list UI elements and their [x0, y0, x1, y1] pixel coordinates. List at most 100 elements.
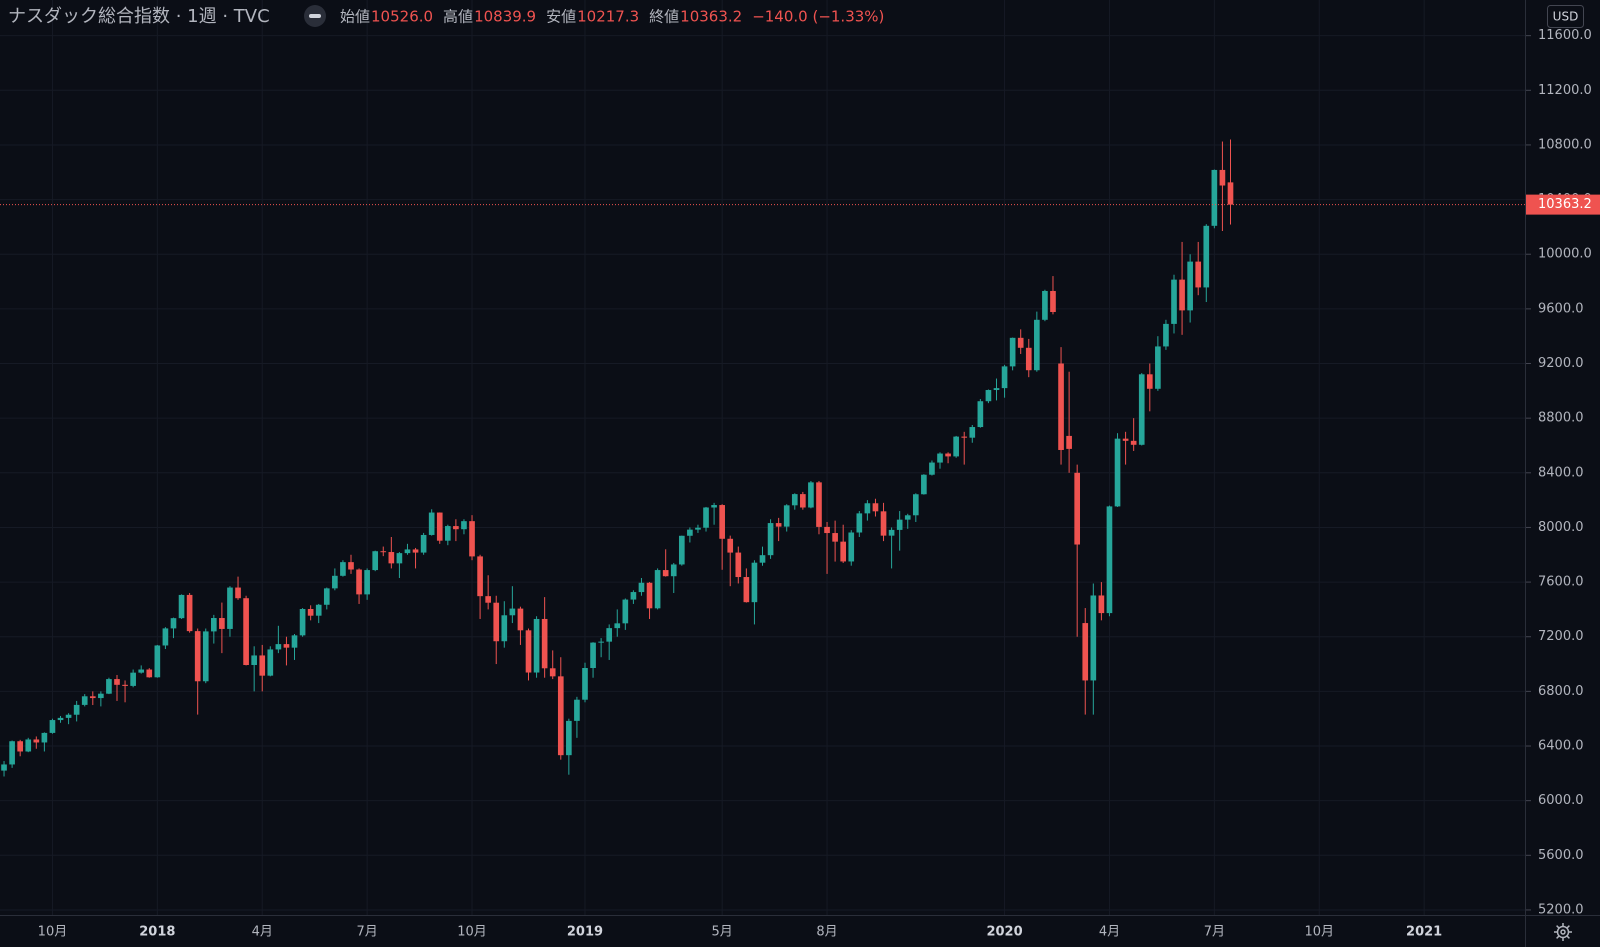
candle-body: [1066, 435, 1072, 449]
candle-body: [1, 764, 7, 771]
x-tick-label: 4月: [1099, 925, 1120, 940]
candle-body: [582, 668, 588, 700]
candle-body: [614, 623, 621, 629]
candle-body: [17, 741, 23, 752]
candle-body: [977, 401, 984, 428]
candle-body: [315, 604, 322, 616]
legend-label: 終値: [649, 8, 679, 26]
candle-body: [912, 494, 919, 516]
candle-body: [711, 505, 717, 508]
y-tick-label: 6400.0: [1538, 739, 1584, 754]
candle-body: [275, 644, 282, 650]
candle-body: [1211, 169, 1218, 226]
candle-body: [307, 608, 314, 616]
candle-body: [703, 507, 709, 528]
x-tick-label: 2018: [139, 925, 175, 940]
y-tick-label: 11600.0: [1538, 28, 1592, 43]
candle-body: [517, 608, 524, 631]
candle-body: [1203, 225, 1210, 288]
x-tick-label: 10月: [38, 925, 68, 940]
settings-icon[interactable]: [1560, 929, 1566, 935]
candle-body: [194, 631, 201, 682]
candle-body: [1001, 366, 1008, 389]
x-tick-label: 10月: [457, 925, 487, 940]
legend-change: −140.0 (−1.33%): [752, 8, 884, 26]
candle-body: [800, 494, 806, 508]
candle-body: [678, 535, 685, 565]
candle-body: [477, 556, 483, 597]
candle-body: [880, 511, 887, 536]
candle-body: [1130, 440, 1137, 445]
y-tick-label: 10000.0: [1538, 247, 1592, 262]
currency-frame[interactable]: [1547, 5, 1584, 28]
candle-body: [356, 569, 362, 595]
y-tick-label: 6000.0: [1538, 793, 1584, 808]
candle-body: [1227, 182, 1234, 205]
y-tick-label: 9200.0: [1538, 356, 1584, 371]
candle-body: [138, 669, 145, 673]
candle-body: [969, 427, 976, 438]
candle-body: [953, 436, 959, 457]
legend-value: 10363.2: [680, 8, 742, 26]
y-tick-label: 8400.0: [1538, 465, 1584, 480]
x-tick-label: 7月: [356, 925, 377, 940]
y-tick-label: 8800.0: [1538, 411, 1584, 426]
candle-body: [816, 482, 822, 527]
candle-body: [525, 630, 532, 673]
candle-body: [566, 720, 572, 756]
candle-body: [1114, 438, 1121, 507]
candle-body: [735, 552, 742, 578]
currency-box[interactable]: USD: [1547, 5, 1584, 28]
candle-body: [687, 529, 693, 536]
candle-body: [9, 741, 15, 765]
candle-body: [590, 642, 596, 669]
candle-body: [670, 564, 677, 577]
y-tick-label: 5600.0: [1538, 848, 1584, 863]
candle-body: [840, 541, 847, 562]
x-tick-label: 7月: [1204, 925, 1225, 940]
candle-body: [1122, 438, 1129, 441]
settings-icon[interactable]: [1556, 925, 1570, 939]
candle-body: [364, 570, 370, 595]
candle-body: [622, 599, 629, 624]
candle-body: [65, 714, 72, 718]
candle-body: [509, 608, 516, 616]
y-tick-label: 11200.0: [1538, 83, 1592, 98]
candle-body: [219, 618, 225, 629]
candle-body: [574, 699, 580, 721]
candle-body: [501, 615, 508, 642]
settings-icon[interactable]: [1554, 923, 1572, 941]
hide-button[interactable]: [304, 5, 326, 27]
candle-body: [372, 551, 379, 571]
candle-body: [461, 521, 467, 530]
candle-body: [808, 482, 814, 508]
settings-button[interactable]: [1554, 923, 1572, 941]
legend-value: 10526.0: [371, 8, 433, 26]
candle-body: [856, 513, 863, 533]
candle-body: [114, 679, 120, 685]
candle-body: [130, 672, 136, 686]
candle-body: [493, 602, 500, 642]
candle-body: [251, 655, 257, 666]
candle-body: [864, 503, 871, 514]
currency[interactable]: USD: [1553, 10, 1579, 24]
candle-body: [122, 684, 128, 686]
y-tick-label: 10800.0: [1538, 137, 1592, 152]
candle-body: [299, 608, 306, 636]
candle-body: [695, 527, 701, 530]
candle-body: [41, 732, 48, 743]
hide-button-icon[interactable]: [309, 14, 321, 18]
candle-body: [1074, 472, 1081, 545]
x-tick-label: 2020: [986, 925, 1022, 940]
candle-body: [259, 655, 266, 676]
candle-body: [945, 453, 951, 457]
candle-body: [1042, 290, 1048, 320]
candle-body: [896, 519, 903, 530]
candle-body: [49, 720, 56, 733]
candle-body: [1025, 347, 1032, 371]
x-tick-label: 5月: [712, 925, 733, 940]
candle-body: [420, 534, 427, 553]
candle-body: [469, 521, 475, 557]
candle-body: [743, 577, 750, 603]
